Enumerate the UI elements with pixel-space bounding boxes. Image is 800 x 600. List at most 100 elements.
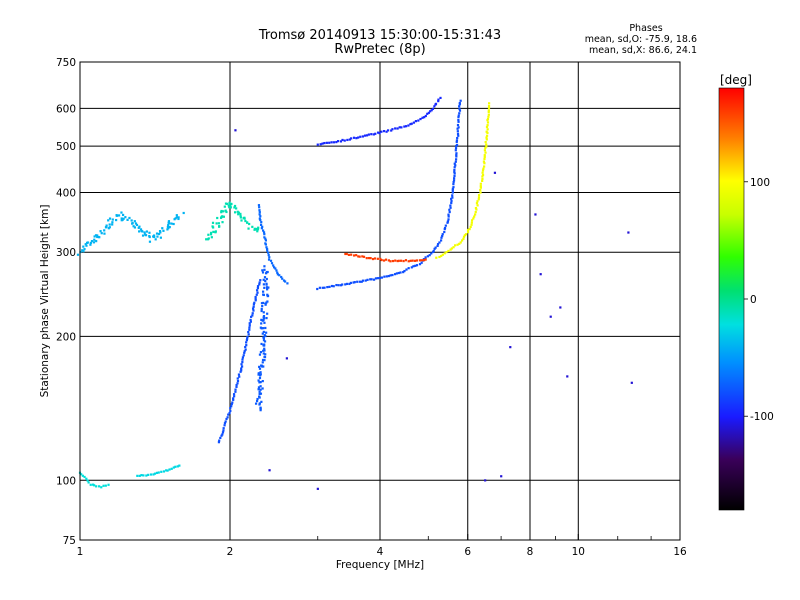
data-point bbox=[85, 241, 89, 245]
data-point bbox=[235, 207, 238, 210]
data-point bbox=[387, 274, 390, 278]
data-point bbox=[264, 243, 268, 246]
data-point bbox=[455, 155, 458, 158]
data-point bbox=[454, 147, 458, 150]
data-point bbox=[330, 284, 334, 288]
data-point bbox=[452, 183, 455, 186]
data-point bbox=[86, 479, 89, 482]
data-point bbox=[142, 474, 145, 477]
data-point bbox=[339, 140, 343, 143]
data-point bbox=[259, 373, 262, 376]
data-point bbox=[89, 483, 92, 486]
data-point bbox=[251, 312, 254, 315]
data-point bbox=[256, 230, 259, 233]
data-point bbox=[268, 256, 271, 259]
data-point bbox=[418, 263, 422, 266]
data-point bbox=[446, 220, 450, 223]
data-point bbox=[148, 235, 151, 239]
data-point bbox=[251, 314, 254, 317]
data-point bbox=[347, 253, 350, 256]
data-point bbox=[407, 267, 410, 270]
data-point bbox=[402, 259, 405, 263]
data-point bbox=[468, 227, 471, 231]
data-point bbox=[90, 240, 94, 243]
data-point bbox=[409, 123, 412, 126]
data-point bbox=[374, 132, 377, 135]
data-point bbox=[627, 231, 630, 234]
data-point bbox=[447, 215, 450, 218]
data-point bbox=[137, 226, 140, 229]
data-point bbox=[447, 249, 450, 253]
data-point bbox=[159, 231, 162, 234]
data-point bbox=[328, 285, 331, 288]
data-point bbox=[237, 373, 241, 376]
data-point bbox=[486, 131, 489, 134]
data-point bbox=[178, 464, 181, 467]
data-point bbox=[443, 230, 446, 234]
data-point bbox=[156, 235, 159, 238]
data-point bbox=[254, 402, 258, 405]
data-point bbox=[122, 217, 125, 220]
x-tick-label: 4 bbox=[377, 546, 384, 558]
data-point bbox=[229, 206, 232, 209]
data-point bbox=[268, 469, 271, 472]
data-point bbox=[135, 223, 139, 227]
data-point bbox=[426, 255, 429, 258]
data-point bbox=[450, 201, 453, 205]
data-point bbox=[453, 166, 456, 169]
data-point bbox=[265, 316, 268, 320]
data-point bbox=[264, 237, 267, 240]
data-point bbox=[364, 279, 367, 282]
data-point bbox=[409, 259, 412, 262]
data-point bbox=[220, 209, 223, 213]
data-point bbox=[414, 264, 417, 267]
data-point bbox=[239, 370, 242, 373]
data-point bbox=[259, 223, 263, 226]
data-point bbox=[434, 102, 438, 105]
data-point bbox=[396, 127, 399, 130]
data-point bbox=[368, 256, 371, 260]
data-point bbox=[145, 474, 148, 477]
data-point bbox=[452, 179, 456, 182]
data-point bbox=[341, 138, 344, 142]
data-point bbox=[459, 99, 462, 102]
colorbar-tick-label: 0 bbox=[750, 294, 757, 306]
data-point bbox=[167, 221, 170, 224]
data-point bbox=[355, 254, 358, 257]
data-point bbox=[321, 142, 324, 145]
chart-title: Tromsø 20140913 15:30:00-15:31:43 bbox=[258, 28, 501, 43]
data-point bbox=[487, 106, 491, 110]
data-point bbox=[237, 211, 240, 214]
data-point bbox=[264, 242, 267, 245]
data-point bbox=[105, 224, 108, 227]
data-point bbox=[455, 152, 458, 155]
data-point bbox=[316, 487, 319, 490]
data-point bbox=[458, 112, 461, 115]
data-point bbox=[385, 130, 388, 133]
data-point bbox=[470, 221, 473, 224]
data-point bbox=[435, 256, 438, 259]
data-point bbox=[263, 349, 266, 352]
data-point bbox=[438, 241, 441, 244]
data-point bbox=[260, 309, 263, 313]
data-point bbox=[353, 281, 356, 284]
data-point bbox=[396, 259, 399, 263]
data-point bbox=[263, 321, 266, 324]
data-point bbox=[115, 214, 118, 217]
data-point bbox=[352, 281, 355, 284]
data-point bbox=[236, 382, 239, 385]
data-point bbox=[456, 132, 460, 136]
data-point bbox=[369, 257, 372, 260]
data-point bbox=[166, 228, 169, 231]
plot-frame bbox=[79, 61, 681, 541]
data-point bbox=[248, 324, 251, 327]
data-point bbox=[461, 239, 464, 242]
data-point bbox=[485, 136, 488, 139]
data-point bbox=[260, 227, 263, 230]
data-point bbox=[256, 285, 260, 288]
data-point bbox=[473, 215, 476, 218]
data-point bbox=[421, 116, 424, 119]
data-points bbox=[76, 96, 633, 490]
data-point bbox=[243, 350, 246, 353]
data-point bbox=[263, 347, 266, 350]
